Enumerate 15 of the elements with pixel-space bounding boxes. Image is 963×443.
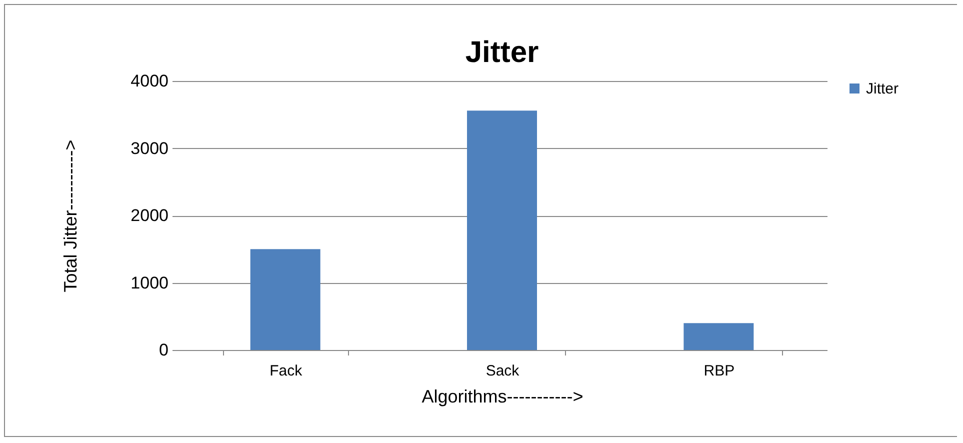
x-tick-label: Sack (486, 362, 520, 380)
x-tick-label: Fack (270, 362, 303, 380)
x-axis-title: Algorithms-----------> (422, 386, 584, 406)
bar (467, 110, 537, 350)
y-tick-label: 3000 (130, 138, 168, 158)
legend-label: Jitter (866, 80, 899, 98)
y-tick-label: 0 (159, 340, 168, 360)
y-tick-label: 2000 (130, 206, 168, 225)
y-tick-label: 4000 (130, 72, 168, 90)
x-tick-label: RBP (704, 362, 735, 380)
bar (684, 323, 754, 350)
y-tick-label: 1000 (130, 273, 168, 292)
y-axis-title: Total Jitter----------> (60, 140, 81, 292)
chart-title: Jitter (465, 36, 540, 69)
bar (250, 249, 320, 350)
